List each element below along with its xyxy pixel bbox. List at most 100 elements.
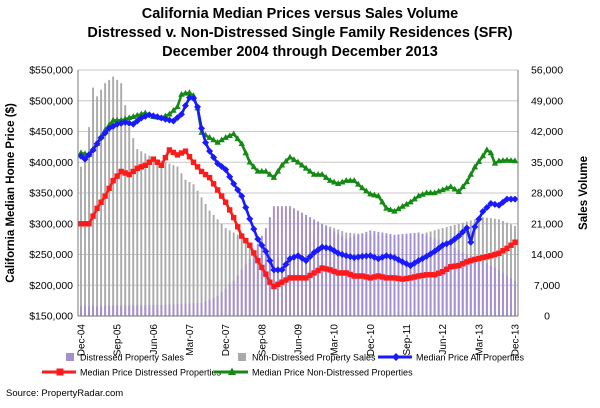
non-distressed-sales-bar: [152, 157, 155, 316]
distressed-price-point: [452, 263, 458, 269]
x-tick-label: Jun-12: [438, 324, 449, 355]
non-distressed-price-point: [314, 170, 322, 177]
distressed-sales-bar: [96, 305, 99, 316]
non-distressed-sales-bar: [84, 157, 86, 316]
distressed-price-point: [243, 237, 249, 244]
distressed-sales-bar: [405, 233, 408, 316]
distressed-sales-bar: [397, 234, 400, 316]
non-distressed-price-point: [463, 178, 470, 185]
distressed-price-point: [218, 193, 225, 199]
distressed-sales-bar: [116, 305, 119, 316]
non-distressed-price-point: [230, 130, 237, 137]
distressed-sales-bar: [236, 275, 239, 316]
y2-tick-label: 35,000: [531, 157, 563, 169]
all-price-point: [246, 215, 254, 223]
distressed-price-point: [122, 170, 128, 176]
all-price-point: [262, 247, 270, 255]
all-price-point: [463, 224, 471, 232]
x-tick-label: Jun-06: [149, 324, 160, 355]
x-tick-label: Dec-10: [366, 324, 377, 357]
distressed-price-point: [198, 168, 205, 175]
legend-distressed-sales-label: Distressed Property Sales: [80, 353, 185, 363]
distressed-price-point: [500, 248, 506, 254]
non-distressed-price-point: [250, 163, 257, 170]
distressed-sales-bar: [506, 275, 508, 316]
distressed-sales-bar: [156, 305, 159, 316]
all-price-point: [306, 253, 314, 261]
distressed-price-point: [395, 275, 402, 282]
all-price-point: [382, 252, 390, 260]
all-price-point: [278, 266, 286, 274]
all-price-point: [447, 238, 455, 246]
y2-tick-label: 0: [544, 311, 550, 323]
distressed-price-point: [343, 270, 349, 276]
non-distressed-price-point: [351, 177, 358, 183]
distressed-price-point: [86, 221, 92, 227]
distressed-price-point: [464, 259, 470, 265]
distressed-sales-bar: [100, 305, 103, 316]
non-distressed-price-point: [302, 164, 310, 171]
distressed-sales-bar: [92, 306, 95, 316]
all-price-point: [483, 203, 491, 211]
legend-median-distressed-label: Median Price Distressed Properties: [80, 368, 222, 378]
median-price-lines: [77, 89, 519, 290]
non-distressed-price-point: [222, 134, 229, 140]
non-distressed-price-point: [447, 183, 454, 190]
distressed-price-point: [267, 279, 273, 285]
distressed-price-point: [287, 275, 293, 281]
all-price-point: [350, 254, 358, 262]
non-distressed-sales-bar: [168, 163, 171, 316]
distressed-price-point: [403, 275, 410, 282]
legend-median-non-distressed: Median Price Non-Distressed Properties: [214, 367, 413, 378]
distressed-price-point: [162, 154, 169, 161]
distressed-price-point: [375, 273, 382, 279]
x-tick-label: Mar-10: [330, 324, 341, 356]
distressed-sales-bar: [369, 230, 372, 316]
non-distressed-price-point: [511, 157, 519, 164]
non-distressed-sales-bar: [204, 203, 207, 316]
all-price-point: [81, 155, 89, 163]
y2-tick-label: 14,000: [531, 249, 563, 261]
non-distressed-sales-bar: [497, 219, 500, 316]
legend-median-non-distressed-marker: [228, 367, 236, 375]
chart-subtitle: Distressed v. Non-Distressed Single Fami…: [87, 25, 513, 41]
distressed-sales-bar: [228, 284, 231, 316]
x-tick-label: Sep-11: [402, 324, 413, 356]
distressed-price-point: [94, 205, 100, 212]
distressed-price-point: [488, 253, 494, 259]
non-distressed-price-point: [166, 110, 173, 117]
distressed-sales-bar: [124, 305, 127, 316]
distressed-price-point: [456, 262, 462, 269]
legend-median-non-distressed-label: Median Price Non-Distressed Properties: [252, 368, 413, 378]
distressed-price-point: [351, 273, 357, 279]
all-price-point: [258, 241, 266, 249]
all-price-point: [242, 203, 250, 211]
distressed-price-point: [206, 174, 213, 181]
distressed-sales-bar: [493, 267, 496, 316]
distressed-price-point: [182, 148, 189, 154]
distressed-price-point: [202, 171, 209, 178]
distressed-sales-bar: [192, 303, 195, 316]
non-distressed-price-point: [170, 106, 177, 113]
distressed-sales-bar: [252, 251, 255, 316]
distressed-price-point: [158, 162, 165, 169]
distressed-sales-bar: [260, 235, 263, 316]
distressed-price-point: [319, 265, 325, 271]
distressed-price-point: [496, 250, 502, 256]
non-distressed-price-point: [443, 184, 450, 191]
non-distressed-sales-bar: [514, 225, 516, 316]
all-price-point: [302, 257, 310, 265]
distressed-sales-bar: [132, 305, 135, 316]
legend-median-distressed-marker: [56, 368, 64, 376]
non-distressed-price-point: [467, 170, 474, 177]
distressed-sales-bar: [305, 214, 307, 316]
distressed-price-point: [275, 281, 281, 288]
non-distressed-sales-bar: [200, 197, 203, 316]
all-price-point: [181, 102, 189, 110]
distressed-sales-bar: [220, 292, 223, 316]
y2-tick-label: 42,000: [531, 126, 563, 138]
non-distressed-sales-bar: [128, 127, 131, 316]
non-distressed-sales-bar: [192, 184, 195, 316]
all-price-point: [222, 166, 230, 174]
non-distressed-price-point: [330, 178, 338, 185]
